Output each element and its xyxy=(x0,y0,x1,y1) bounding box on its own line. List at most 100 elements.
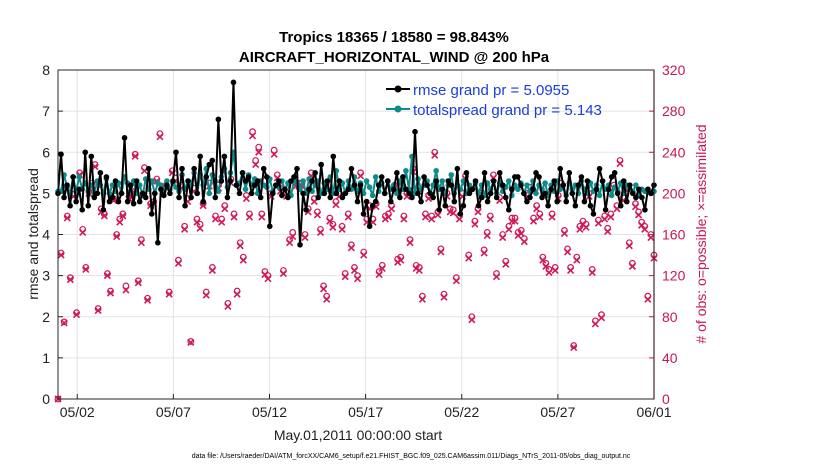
rmse-point xyxy=(366,223,373,230)
spread-point xyxy=(433,167,439,174)
obs-assimilated-marker xyxy=(341,273,349,281)
obs-assimilated-marker xyxy=(431,151,439,159)
obs-assimilated-marker xyxy=(230,213,238,221)
rmse-point xyxy=(548,186,554,193)
obs-assimilated-marker xyxy=(353,275,362,283)
rmse-point xyxy=(348,165,355,172)
rmse-point xyxy=(170,178,176,184)
obs-assimilated-marker xyxy=(641,225,649,233)
obs-assimilated-marker xyxy=(378,264,386,272)
spread-point xyxy=(439,178,446,184)
obs-assimilated-marker xyxy=(499,234,507,242)
rmse-point xyxy=(463,170,470,176)
rmse-point xyxy=(375,182,382,188)
rmse-point xyxy=(460,202,467,209)
rmse-point xyxy=(164,182,170,188)
rmse-point xyxy=(557,165,564,172)
right-y-tick-label: 40 xyxy=(662,350,678,366)
obs-assimilated-marker xyxy=(418,295,426,303)
rmse-point xyxy=(155,239,161,246)
rmse-point xyxy=(533,170,539,176)
rmse-point xyxy=(248,190,255,197)
rmse-point xyxy=(82,149,89,156)
rmse-point xyxy=(124,198,131,205)
rmse-point xyxy=(263,174,270,180)
obs-assimilated-marker xyxy=(397,256,405,264)
obs-assimilated-marker xyxy=(208,266,216,275)
legend: rmse grand pr = 5.0955 totalspread grand… xyxy=(386,82,602,119)
obs-assimilated-marker xyxy=(233,290,241,298)
spread-point xyxy=(363,178,370,184)
rmse-point xyxy=(536,174,542,180)
obs-assimilated-marker xyxy=(486,215,494,223)
obs-assimilated-marker xyxy=(344,213,352,221)
obs-assimilated-marker xyxy=(134,279,142,287)
rmse-point xyxy=(539,194,545,201)
obs-assimilated-marker xyxy=(255,148,263,156)
x-tick-label: 06/01 xyxy=(636,404,671,420)
obs-assimilated-marker xyxy=(437,248,445,256)
rmse-point xyxy=(288,178,294,184)
rmse-point xyxy=(94,190,101,197)
obs-assimilated-marker xyxy=(329,223,337,231)
rmse-point xyxy=(527,194,533,201)
obs-assimilated-marker xyxy=(79,228,87,237)
obs-assimilated-marker xyxy=(181,225,189,233)
spread-point xyxy=(596,192,603,199)
rmse-point xyxy=(133,178,140,184)
rmse-point xyxy=(142,194,149,201)
rmse-point xyxy=(136,198,143,205)
rmse-point xyxy=(191,165,197,172)
rmse-point xyxy=(315,194,321,201)
rmse-point xyxy=(139,190,146,197)
rmse-point xyxy=(608,174,615,180)
rmse-point xyxy=(397,194,403,201)
obs-assimilated-marker xyxy=(100,212,108,220)
rmse-point xyxy=(487,190,494,197)
obs-assimilated-marker xyxy=(536,213,544,221)
obs-possible-marker xyxy=(196,220,204,228)
spread-point xyxy=(366,184,373,191)
obs-assimilated-marker xyxy=(428,215,436,223)
rmse-point xyxy=(115,198,122,205)
obs-assimilated-marker xyxy=(573,256,581,264)
rmse-point xyxy=(236,190,243,197)
rmse-point xyxy=(481,170,488,176)
rmse-point xyxy=(103,174,110,180)
rmse-point xyxy=(152,190,158,197)
rmse-point xyxy=(509,186,515,193)
x-axis-label: May.01,2011 00:00:00 start xyxy=(274,427,442,443)
rmse-point xyxy=(645,186,651,193)
rmse-point xyxy=(276,178,282,184)
obs-assimilated-marker xyxy=(122,286,130,294)
obs-assimilated-marker xyxy=(601,215,609,223)
obs-assimilated-marker xyxy=(323,295,331,303)
rmse-point xyxy=(499,182,506,188)
rmse-point xyxy=(578,174,585,180)
obs-assimilated-marker xyxy=(131,152,139,160)
right-y-tick-label: 0 xyxy=(662,391,670,407)
obs-assimilated-marker xyxy=(156,133,164,141)
rmse-point xyxy=(378,174,385,180)
obs-assimilated-marker xyxy=(502,260,510,268)
obs-assimilated-marker xyxy=(628,262,636,270)
obs-assimilated-marker xyxy=(563,248,572,256)
rmse-point xyxy=(505,207,512,213)
rmse-point xyxy=(97,170,104,176)
obs-assimilated-marker xyxy=(103,272,111,280)
left-y-tick-label: 1 xyxy=(42,350,50,366)
obs-assimilated-marker xyxy=(483,231,491,240)
obs-assimilated-marker xyxy=(607,213,615,221)
rmse-point xyxy=(200,198,207,205)
obs-assimilated-marker xyxy=(616,159,624,168)
rmse-point xyxy=(303,207,309,213)
rmse-point xyxy=(336,178,343,184)
rmse-point xyxy=(91,194,98,201)
rmse-point xyxy=(493,194,500,201)
rmse-point xyxy=(466,190,473,197)
rmse-point xyxy=(403,186,409,193)
rmse-point xyxy=(79,207,86,213)
rmse-point xyxy=(145,165,152,172)
rmse-point xyxy=(554,198,560,205)
rmse-point xyxy=(324,178,331,184)
